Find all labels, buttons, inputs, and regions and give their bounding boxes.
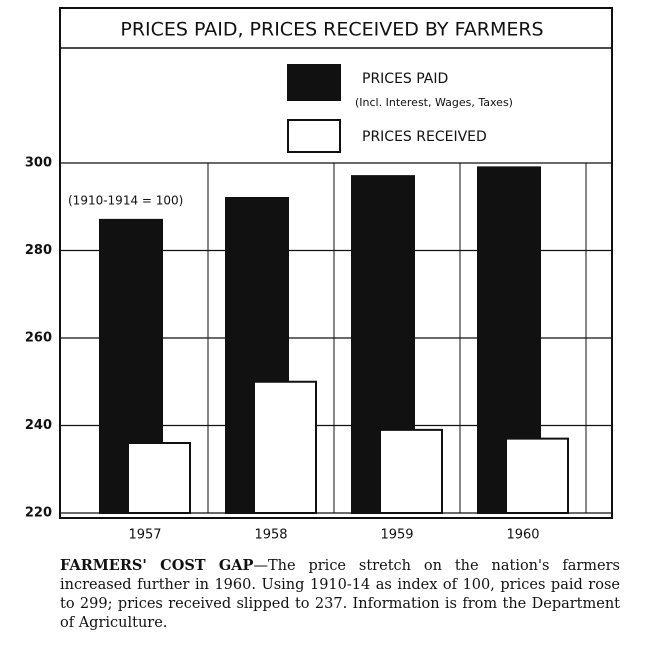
chart-title: PRICES PAID, PRICES RECEIVED BY FARMERS <box>120 19 543 41</box>
legend-note: (Incl. Interest, Wages, Taxes) <box>355 96 513 109</box>
y-tick-label: 300 <box>25 156 52 171</box>
bar <box>506 439 568 513</box>
x-tick-label: 1957 <box>128 528 161 543</box>
x-tick-label: 1960 <box>506 528 539 543</box>
bar <box>128 443 190 513</box>
y-tick-label: 280 <box>25 243 52 258</box>
caption: FARMERS' COST GAP—The price stretch on t… <box>60 556 620 633</box>
legend-label: PRICES PAID <box>362 71 448 87</box>
annotation: (1910-1914 = 100) <box>68 194 183 208</box>
y-tick-label: 240 <box>25 418 52 433</box>
legend-label: PRICES RECEIVED <box>362 129 487 145</box>
y-tick-label: 260 <box>25 331 52 346</box>
caption-lead: FARMERS' COST GAP <box>60 557 253 574</box>
y-tick-label: 220 <box>25 506 52 521</box>
page: PRICES PAID, PRICES RECEIVED BY FARMERS … <box>0 0 645 668</box>
bar <box>254 382 316 513</box>
x-tick-label: 1959 <box>380 528 413 543</box>
legend-swatch <box>288 65 340 100</box>
x-tick-label: 1958 <box>254 528 287 543</box>
bar <box>380 430 442 513</box>
chart: PRICES PAID, PRICES RECEIVED BY FARMERS … <box>0 0 645 550</box>
legend-swatch <box>288 120 340 152</box>
